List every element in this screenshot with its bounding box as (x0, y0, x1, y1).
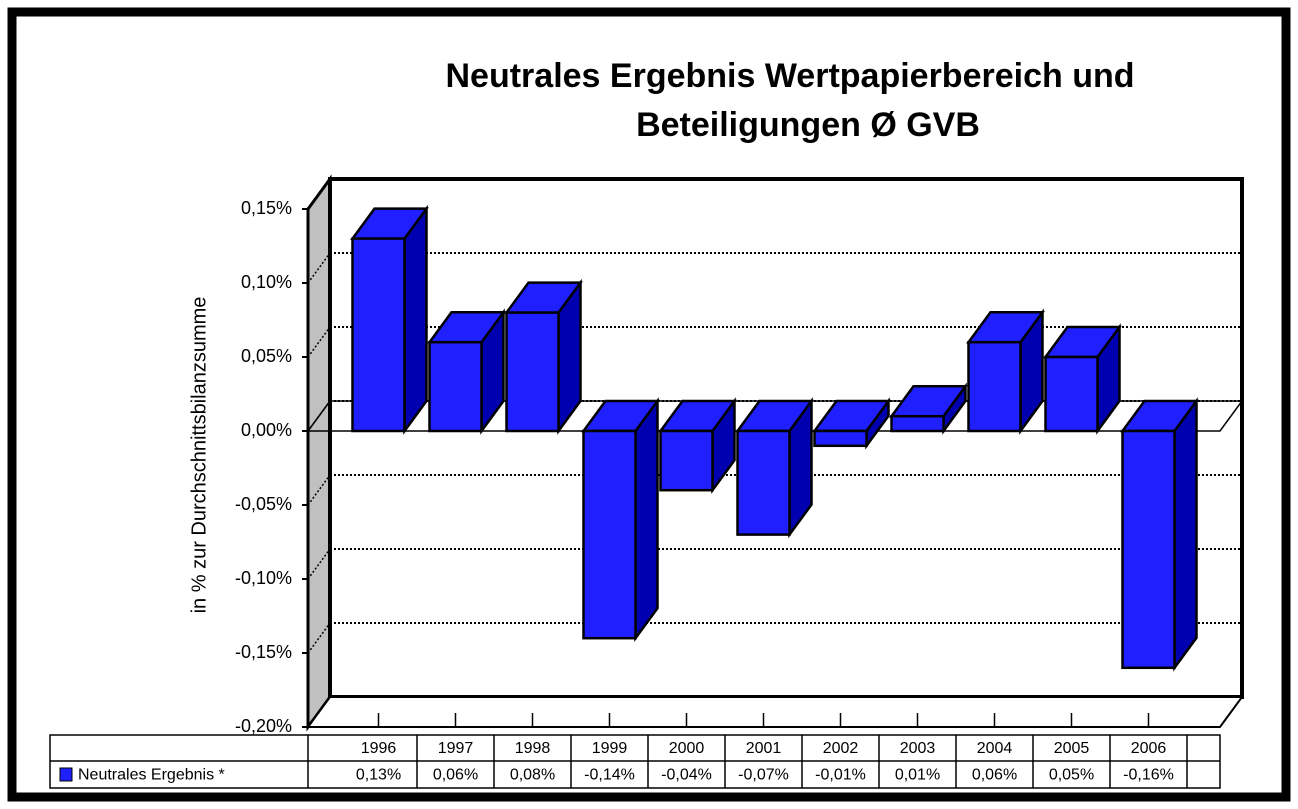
y-tick-label: 0,15% (241, 198, 292, 218)
value-label: -0,14% (584, 767, 635, 784)
bar (659, 429, 714, 492)
x-tick-label: 2002 (823, 740, 859, 757)
y-tick-label: -0,10% (235, 568, 292, 588)
chart-title: Neutrales Ergebnis Wertpapierbereich und (446, 57, 1135, 95)
x-tick-label: 1999 (592, 740, 628, 757)
x-tick-label: 1998 (515, 740, 551, 757)
bar (1121, 429, 1176, 670)
x-tick-label: 1997 (438, 740, 474, 757)
y-tick-label: 0,00% (241, 420, 292, 440)
y-tick-label: -0,05% (235, 494, 292, 514)
x-tick-label: 2005 (1054, 740, 1090, 757)
x-tick-label: 2003 (900, 740, 936, 757)
value-label: 0,06% (972, 767, 1017, 784)
value-label: -0,04% (661, 767, 712, 784)
y-tick-label: -0,15% (235, 642, 292, 662)
legend-label: Neutrales Ergebnis * (78, 767, 225, 784)
bar (351, 237, 406, 433)
bar (505, 311, 560, 433)
value-label: 0,13% (356, 767, 401, 784)
y-tick-label: 0,10% (241, 272, 292, 292)
left-wall (306, 174, 332, 732)
value-label: -0,07% (738, 767, 789, 784)
value-label: 0,06% (433, 767, 478, 784)
bar (736, 429, 791, 536)
x-tick-label: 2006 (1131, 740, 1167, 757)
floor (306, 696, 1244, 728)
bar-side (634, 397, 659, 643)
value-label: 0,01% (895, 767, 940, 784)
value-label: 0,08% (510, 767, 555, 784)
bar (890, 414, 945, 433)
value-label: 0,05% (1049, 767, 1094, 784)
x-tick-label: 2000 (669, 740, 705, 757)
x-tick-label: 2004 (977, 740, 1013, 757)
legend-swatch (59, 767, 73, 782)
bar (813, 429, 868, 448)
x-tick-label: 1996 (361, 740, 397, 757)
bar-side (403, 204, 428, 435)
bar (967, 340, 1022, 433)
y-axis-label: in % zur Durchschnittsbilanzsumme (188, 297, 210, 614)
bar (1044, 355, 1099, 433)
bar (582, 429, 637, 640)
chart-title: Beteiligungen Ø GVB (636, 106, 980, 144)
value-label: -0,01% (815, 767, 866, 784)
value-label: -0,16% (1123, 767, 1174, 784)
y-tick-label: 0,05% (241, 346, 292, 366)
x-tick-label: 2001 (746, 740, 782, 757)
y-tick-label: -0,20% (235, 716, 292, 736)
bar-side (1173, 397, 1198, 672)
bar (428, 340, 483, 433)
